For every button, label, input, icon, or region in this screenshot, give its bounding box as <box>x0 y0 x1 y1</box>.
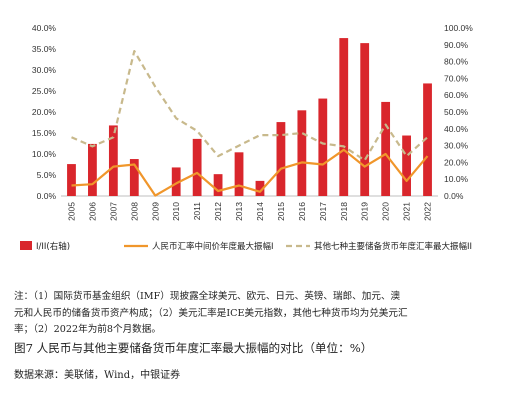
right-tick-label: 0.0% <box>444 191 464 201</box>
x-tick-label: 2005 <box>66 202 76 221</box>
bar <box>402 135 411 196</box>
left-tick-label: 30.0% <box>32 65 57 75</box>
left-tick-label: 5.0% <box>37 170 57 180</box>
note-line: 率；（2）2022年为前8个月数据。 <box>14 324 161 335</box>
left-tick-label: 0.0% <box>37 191 57 201</box>
bar <box>360 43 370 197</box>
note-line: 元和人民币的储备货币资产构成；（2）美元汇率是ICE美元指数，其他七种货币均为兑… <box>14 307 408 319</box>
bar <box>67 164 76 196</box>
bar <box>276 122 286 196</box>
x-tick-label: 2017 <box>318 202 328 221</box>
bar <box>108 125 118 196</box>
x-tick-label: 2012 <box>213 202 223 221</box>
series-line <box>71 148 429 197</box>
left-tick-label: 10.0% <box>32 149 57 159</box>
left-tick-label: 40.0% <box>32 23 57 33</box>
x-tick-label: 2011 <box>192 202 202 221</box>
right-tick-label: 30.0% <box>444 141 469 151</box>
right-tick-label: 10.0% <box>444 174 469 184</box>
legend-label: I/II(右轴) <box>36 241 70 252</box>
figure-caption: 图7 人民币与其他主要储备货币年度汇率最大振幅的对比（单位：%） <box>14 341 373 355</box>
legend-label: 人民币汇率中间价年度最大振幅I <box>152 241 274 252</box>
x-tick-label: 2009 <box>150 202 160 221</box>
left-axis-ticks: 0.0% 5.0% 10.0% 15.0% 20.0% 25.0% 30.0% 35.0% 40… <box>32 23 57 201</box>
bar-series <box>67 38 432 197</box>
bar <box>381 101 391 196</box>
right-tick-label: 40.0% <box>444 124 469 134</box>
x-tick-label: 2019 <box>360 202 370 221</box>
right-tick-label: 90.0% <box>444 40 469 50</box>
chart-area: 0.0% 5.0% 10.0% 15.0% 20.0% 25.0% 30.0% 35.0% 40… <box>20 23 473 252</box>
note-line: 注：（1）国际货币基金组织（IMF）现披露全球美元、欧元、日元、英镑、瑞郎、加元… <box>14 291 401 302</box>
x-tick-label: 2006 <box>87 202 97 221</box>
left-tick-label: 15.0% <box>32 128 57 138</box>
bar <box>88 143 97 196</box>
bar <box>129 159 139 196</box>
bar <box>297 110 307 196</box>
legend-label: 其他七种主要储备货币年度汇率最大振幅II <box>314 241 472 252</box>
bar <box>423 83 432 196</box>
bar <box>234 152 244 196</box>
right-tick-label: 20.0% <box>444 157 469 167</box>
left-tick-label: 35.0% <box>32 44 57 54</box>
right-tick-label: 60.0% <box>444 90 469 100</box>
dashed-series-line <box>71 49 429 162</box>
x-tick-label: 2008 <box>129 202 139 221</box>
x-tick-label: 2016 <box>297 202 307 221</box>
bar <box>171 167 181 196</box>
right-axis-ticks: 0.0% 10.0% 20.0% 30.0% 40.0% 50.0% 60.0% 70.0% 8… <box>444 23 473 201</box>
x-tick-label: 2021 <box>402 202 412 221</box>
x-tick-label: 2013 <box>234 202 244 221</box>
chart-note: 注：（1）国际货币基金组织（IMF）现披露全球美元、欧元、日元、英镑、瑞郎、加元… <box>14 289 514 339</box>
x-tick-label: 2007 <box>108 202 118 221</box>
x-tick-label: 2020 <box>381 202 391 221</box>
line-series <box>71 49 429 197</box>
data-source: 数据来源：美联储，Wind，中银证券 <box>14 370 181 381</box>
legend-swatch <box>20 241 32 250</box>
x-tick-label: 2018 <box>339 202 349 221</box>
left-tick-label: 20.0% <box>32 107 57 117</box>
bar <box>192 138 202 196</box>
x-tick-label: 2010 <box>171 202 181 221</box>
right-tick-label: 50.0% <box>444 107 469 117</box>
right-tick-label: 80.0% <box>444 57 469 67</box>
bar <box>255 180 265 196</box>
x-axis-ticks: 2005 2006 2007 2008 2009 2010 2011 2012 2013 2014… <box>66 202 432 221</box>
right-tick-label: 70.0% <box>444 73 469 83</box>
x-tick-label: 2022 <box>423 202 433 221</box>
legend: I/II(右轴) 人民币汇率中间价年度最大振幅I 其他七种主要储备货币年度汇率最大振… <box>20 241 472 252</box>
bar <box>213 174 223 196</box>
x-tick-label: 2014 <box>255 202 265 221</box>
x-tick-label: 2015 <box>276 202 286 221</box>
bar <box>339 38 349 196</box>
right-tick-label: 100.0% <box>444 23 473 33</box>
bar <box>318 98 328 196</box>
left-tick-label: 25.0% <box>32 86 57 96</box>
